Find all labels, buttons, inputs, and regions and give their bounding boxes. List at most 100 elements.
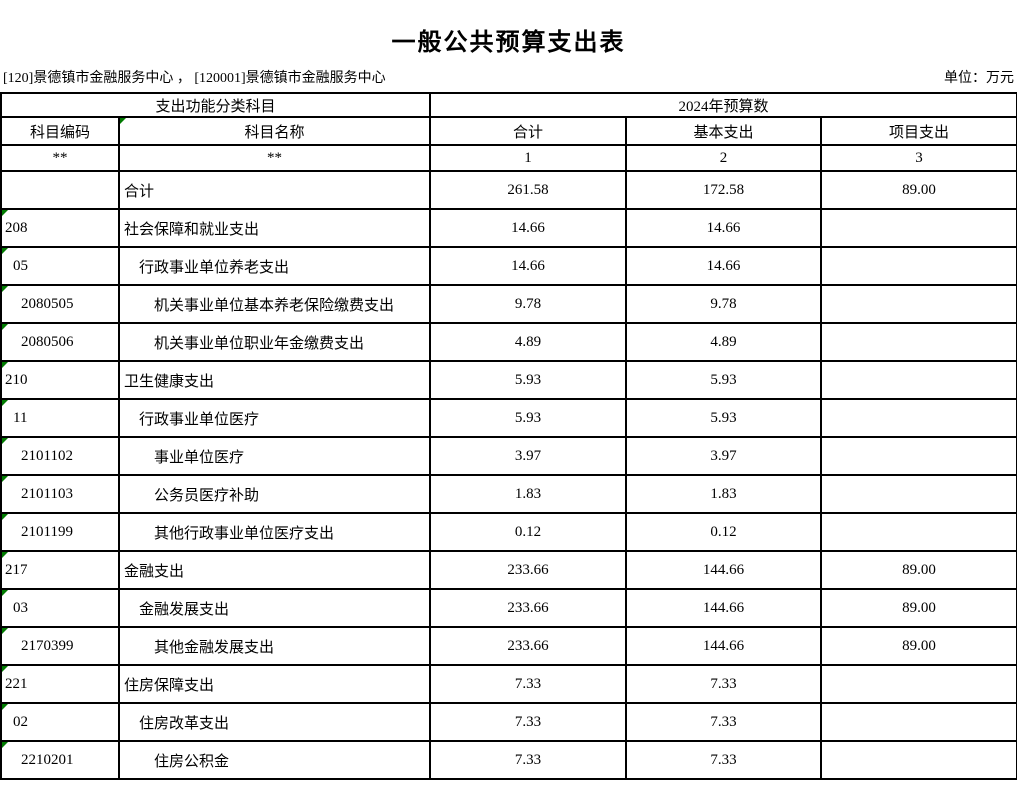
cell-project xyxy=(820,740,1017,780)
cell-project xyxy=(820,322,1017,362)
cell-name: 住房保障支出 xyxy=(117,664,432,704)
cell-total: 9.78 xyxy=(429,284,628,324)
table-row: 221 住房保障支出 7.33 7.33 xyxy=(0,664,1017,704)
column-header-row: 科目编码 科目名称 合计 基本支出 项目支出 xyxy=(0,116,1017,146)
cell-code: 03 xyxy=(0,588,120,628)
cell-code: 2101199 xyxy=(0,512,120,552)
meta-row: [120]景德镇市金融服务中心 ， [120001]景德镇市金融服务中心 单位：… xyxy=(0,70,1017,92)
cell-total: 5.93 xyxy=(429,360,628,400)
marker-cell-name: ** xyxy=(117,144,432,172)
budget-table: 支出功能分类科目 2024年预算数 科目编码 科目名称 合计 基本支出 项目支出… xyxy=(0,92,1017,780)
cell-project xyxy=(820,246,1017,286)
cell-code: 2101103 xyxy=(0,474,120,514)
col-header-code: 科目编码 xyxy=(0,116,120,146)
cell-name: 金融支出 xyxy=(117,550,432,590)
flag-triangle-icon xyxy=(3,743,8,748)
cell-total: 7.33 xyxy=(429,740,628,780)
table-row: 2170399 其他金融发展支出 233.66 144.66 89.00 xyxy=(0,626,1017,666)
cell-basic: 14.66 xyxy=(625,208,823,248)
flag-triangle-icon xyxy=(3,515,8,520)
cell-basic: 3.97 xyxy=(625,436,823,476)
cell-total: 261.58 xyxy=(429,170,628,210)
table-row: 217 金融支出 233.66 144.66 89.00 xyxy=(0,550,1017,590)
flag-triangle-icon xyxy=(3,667,8,672)
cell-total: 7.33 xyxy=(429,702,628,742)
cell-basic: 9.78 xyxy=(625,284,823,324)
table-row: 05 行政事业单位养老支出 14.66 14.66 xyxy=(0,246,1017,286)
flag-triangle-icon xyxy=(121,119,126,124)
cell-project xyxy=(820,284,1017,324)
cell-basic: 144.66 xyxy=(625,588,823,628)
cell-project xyxy=(820,664,1017,704)
table-row: 2101199 其他行政事业单位医疗支出 0.12 0.12 xyxy=(0,512,1017,552)
group-header-budget-year: 2024年预算数 xyxy=(429,92,1017,118)
cell-project: 89.00 xyxy=(820,626,1017,666)
cell-basic: 5.93 xyxy=(625,360,823,400)
cell-total: 5.93 xyxy=(429,398,628,438)
cell-basic: 0.12 xyxy=(625,512,823,552)
cell-total: 14.66 xyxy=(429,208,628,248)
cell-total: 7.33 xyxy=(429,664,628,704)
marker-cell-code: ** xyxy=(0,144,120,172)
cell-name: 住房改革支出 xyxy=(117,702,432,742)
flag-triangle-icon xyxy=(3,477,8,482)
cell-project: 89.00 xyxy=(820,588,1017,628)
marker-row: ** ** 1 2 3 xyxy=(0,144,1017,172)
table-row: 210 卫生健康支出 5.93 5.93 xyxy=(0,360,1017,400)
cell-project: 89.00 xyxy=(820,550,1017,590)
cell-code: 210 xyxy=(0,360,120,400)
col-header-name: 科目名称 xyxy=(117,116,432,146)
cell-project xyxy=(820,702,1017,742)
table-row: 2080506 机关事业单位职业年金缴费支出 4.89 4.89 xyxy=(0,322,1017,362)
flag-triangle-icon xyxy=(3,401,8,406)
marker-cell-basic: 2 xyxy=(625,144,823,172)
cell-name: 其他金融发展支出 xyxy=(117,626,432,666)
cell-name: 其他行政事业单位医疗支出 xyxy=(117,512,432,552)
cell-total: 4.89 xyxy=(429,322,628,362)
cell-code: 11 xyxy=(0,398,120,438)
cell-code: 2170399 xyxy=(0,626,120,666)
org-line: [120]景德镇市金融服务中心 ， [120001]景德镇市金融服务中心 xyxy=(3,71,386,86)
cell-basic: 1.83 xyxy=(625,474,823,514)
page-title: 一般公共预算支出表 xyxy=(391,29,626,56)
flag-triangle-icon xyxy=(3,591,8,596)
cell-name: 机关事业单位职业年金缴费支出 xyxy=(117,322,432,362)
flag-triangle-icon xyxy=(3,439,8,444)
flag-triangle-icon xyxy=(3,287,8,292)
cell-code: 05 xyxy=(0,246,120,286)
cell-project xyxy=(820,360,1017,400)
cell-code: 2080505 xyxy=(0,284,120,324)
cell-name: 合计 xyxy=(117,170,432,210)
cell-code: 217 xyxy=(0,550,120,590)
cell-total: 1.83 xyxy=(429,474,628,514)
table-row: 2101102 事业单位医疗 3.97 3.97 xyxy=(0,436,1017,476)
table-row: 2101103 公务员医疗补助 1.83 1.83 xyxy=(0,474,1017,514)
flag-triangle-icon xyxy=(3,249,8,254)
cell-basic: 7.33 xyxy=(625,664,823,704)
flag-triangle-icon xyxy=(3,325,8,330)
col-header-name-label: 科目名称 xyxy=(244,124,305,141)
cell-total: 0.12 xyxy=(429,512,628,552)
cell-basic: 14.66 xyxy=(625,246,823,286)
flag-triangle-icon xyxy=(3,553,8,558)
cell-total: 233.66 xyxy=(429,626,628,666)
budget-report-page: 一般公共预算支出表 [120]景德镇市金融服务中心 ， [120001]景德镇市… xyxy=(0,28,1017,780)
table-row: 2210201 住房公积金 7.33 7.33 xyxy=(0,740,1017,780)
table-row: 02 住房改革支出 7.33 7.33 xyxy=(0,702,1017,742)
cell-code: 02 xyxy=(0,702,120,742)
cell-name: 住房公积金 xyxy=(117,740,432,780)
cell-name: 金融发展支出 xyxy=(117,588,432,628)
cell-project xyxy=(820,436,1017,476)
cell-project xyxy=(820,398,1017,438)
cell-code: 2210201 xyxy=(0,740,120,780)
cell-basic: 7.33 xyxy=(625,702,823,742)
cell-code: 208 xyxy=(0,208,120,248)
cell-project: 89.00 xyxy=(820,170,1017,210)
table-row: 2080505 机关事业单位基本养老保险缴费支出 9.78 9.78 xyxy=(0,284,1017,324)
group-header-row: 支出功能分类科目 2024年预算数 xyxy=(0,92,1017,118)
cell-code: 2080506 xyxy=(0,322,120,362)
cell-code xyxy=(0,170,120,210)
cell-basic: 7.33 xyxy=(625,740,823,780)
cell-project xyxy=(820,512,1017,552)
table-row: 11 行政事业单位医疗 5.93 5.93 xyxy=(0,398,1017,438)
